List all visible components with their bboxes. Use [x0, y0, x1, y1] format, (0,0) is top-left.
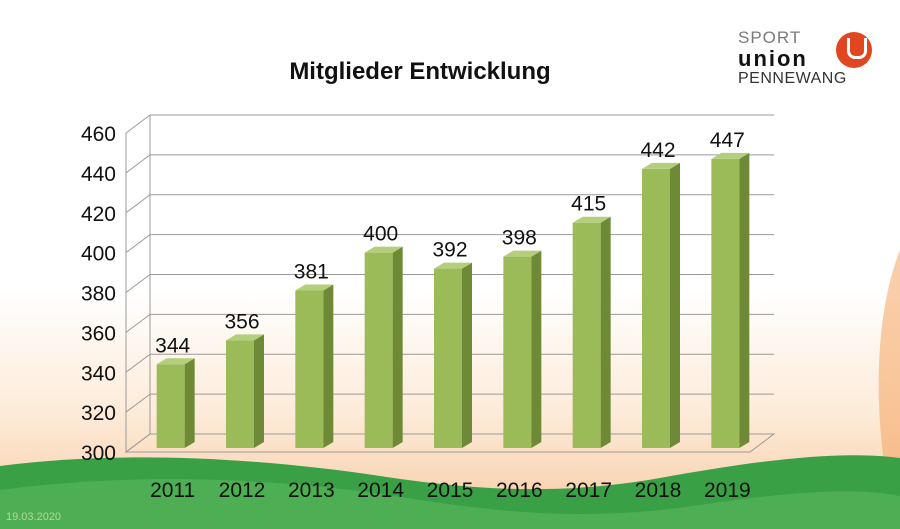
x-tick-label: 2017: [565, 479, 612, 502]
y-tick-label: 300: [81, 442, 116, 465]
bar: [295, 290, 324, 448]
logo-line-pennewang: PENNEWANG: [738, 70, 847, 87]
bar: [226, 340, 254, 448]
bar-top: [434, 262, 472, 269]
x-tick-label: 2015: [427, 479, 474, 502]
x-tick-label: 2012: [219, 479, 266, 502]
bar-side: [392, 246, 403, 448]
data-label: 381: [294, 261, 329, 284]
logo-line-sport: SPORT: [738, 28, 802, 47]
bar-side: [739, 152, 750, 448]
y-tick-label: 400: [81, 243, 116, 266]
bar: [503, 256, 532, 448]
x-axis-tick-labels: 2011 2012 2013 2014 2015 2016 2017 2018 2019: [150, 479, 751, 502]
x-tick-label: 2013: [288, 479, 335, 502]
bar-top: [226, 334, 264, 341]
footer-date: 19.03.2020: [6, 511, 62, 523]
bar-side: [184, 358, 195, 448]
grid-line-diag: [125, 393, 151, 413]
bar-side: [670, 162, 680, 448]
data-label: 442: [640, 139, 675, 162]
y-tick-label: 380: [81, 283, 116, 306]
x-tick-label: 2011: [150, 479, 195, 502]
bar-side: [323, 284, 334, 448]
grid-line-diag: [125, 154, 151, 174]
sport-union-logo: SPORT union PENNEWANG: [738, 28, 878, 98]
bar: [364, 252, 393, 448]
bar-side: [600, 216, 611, 448]
bars: [156, 152, 750, 448]
data-label: 356: [224, 310, 259, 333]
bar: [156, 364, 185, 448]
data-label: 447: [710, 129, 745, 152]
data-label: 392: [432, 239, 467, 262]
grid-line-diag: [125, 433, 151, 453]
logo-u-icon: [836, 32, 872, 68]
data-label: 400: [363, 223, 398, 246]
data-labels: 344 356 381 400 392 398 415 442 447: [155, 129, 745, 357]
grid-line-diag: [125, 114, 151, 134]
bar-side: [462, 262, 472, 448]
grid-line-diag: [125, 313, 151, 333]
x-tick-label: 2018: [635, 479, 682, 502]
y-tick-label: 420: [81, 203, 116, 226]
bar: [711, 158, 740, 448]
logo-line-union: union: [738, 46, 808, 71]
bar-top: [156, 358, 195, 365]
chart-title: Mitglieder Entwicklung: [289, 58, 550, 85]
bar-top: [642, 162, 680, 169]
data-label: 415: [571, 193, 606, 216]
y-tick-label: 460: [81, 123, 116, 146]
bar: [642, 168, 670, 448]
bar-top: [572, 216, 611, 223]
bar-top: [364, 246, 403, 253]
grid-line-diag: [125, 194, 151, 214]
y-axis-tick-labels: 300 320 340 360 380 400 420 440 460: [81, 123, 116, 465]
data-label: 344: [155, 334, 190, 357]
green-wave-light: [0, 479, 900, 529]
bar: [434, 268, 462, 448]
bar: [572, 222, 601, 448]
bar-side: [531, 250, 542, 448]
bar-top: [295, 284, 334, 291]
x-tick-label: 2016: [496, 479, 543, 502]
grid-line-diag: [125, 234, 151, 254]
y-tick-label: 440: [81, 163, 116, 186]
x-tick-label: 2019: [704, 479, 751, 502]
y-tick-label: 320: [81, 402, 116, 425]
y-tick-label: 360: [81, 322, 116, 345]
grid-line-diag: [125, 353, 151, 373]
bar-side: [254, 334, 264, 448]
y-tick-label: 340: [81, 362, 116, 385]
data-label: 398: [502, 227, 537, 250]
grid-line-diag: [125, 274, 151, 293]
x-tick-label: 2014: [357, 479, 404, 502]
bar-top: [711, 152, 750, 159]
bar-top: [503, 250, 542, 257]
